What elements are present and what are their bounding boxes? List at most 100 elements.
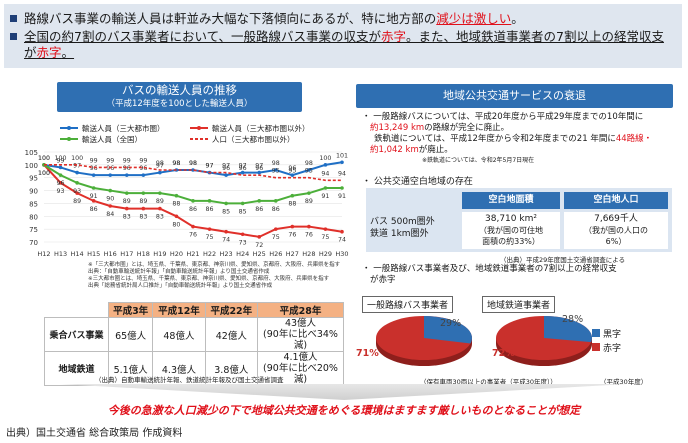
data-point <box>273 227 278 231</box>
data-label: 98 <box>172 160 180 167</box>
deficit-pie-charts <box>376 316 592 366</box>
data-label: 89 <box>73 198 81 205</box>
x-tick-label: H28 <box>302 250 315 258</box>
data-point <box>124 173 129 177</box>
pie-note-2: （平成30年度） <box>600 378 648 386</box>
data-label: 100 <box>38 155 50 162</box>
x-tick-label: H16 <box>104 250 117 258</box>
data-label: 96 <box>222 165 230 172</box>
data-point <box>340 229 344 234</box>
gap-row-label-rail: 鉄道 1km圏外 <box>370 229 429 239</box>
data-label: 74 <box>222 237 230 244</box>
data-label: 98 <box>305 160 313 167</box>
left-panel-title: バスの輸送人員の推移 （平成12年度を100とした輸送人員） <box>57 82 302 112</box>
x-tick-label: H19 <box>153 250 166 258</box>
data-point <box>75 191 79 195</box>
data-point <box>158 170 162 175</box>
data-label: 100 <box>38 170 50 177</box>
legend-label: 輸送人員（全国） <box>82 134 142 144</box>
pie-slice-blue <box>424 316 472 344</box>
chart-note: ※「三大都市圏」とは、埼玉県、千葉県、東京都、神奈川県、愛知県、京都府、大阪府、… <box>88 262 341 268</box>
bus-decline-text: の路線が完全に廃止。 <box>424 123 510 133</box>
x-tick-label: H20 <box>170 250 183 258</box>
data-label: 94 <box>321 170 329 177</box>
data-label: 91 <box>338 193 346 200</box>
x-tick-label: H14 <box>71 250 84 258</box>
data-point <box>108 173 113 177</box>
data-point <box>257 235 262 239</box>
chart-note: 出典「総務省統計局人口推計」「自動車輸送統計年報」より国土交通省作成 <box>88 283 273 289</box>
data-point <box>273 168 278 172</box>
x-tick-label: H15 <box>87 250 100 258</box>
table-row: 地域鉄道 5.1億人 4.3億人 3.8億人 4.1億人 (90年に比べ20%減… <box>44 351 344 386</box>
data-label: 76 <box>189 232 197 239</box>
data-label: 98 <box>189 160 197 167</box>
data-point <box>91 199 96 203</box>
data-label: 95 <box>305 168 313 175</box>
legend-label: 赤字 <box>603 344 622 354</box>
table-cell: 65億人 <box>107 317 154 352</box>
data-point <box>108 188 113 193</box>
data-point <box>58 173 63 177</box>
gap-pop-value: 7,669千人 <box>594 214 638 224</box>
data-label: 96 <box>255 165 263 172</box>
data-label: 86 <box>189 206 197 213</box>
y-tick-label: 95 <box>29 175 38 183</box>
gap-area-heading-text: 公共交通空白地域の存在 <box>373 177 473 187</box>
table-corner <box>45 303 109 318</box>
table-header: 平成22年 <box>204 302 259 318</box>
table-header: 平成28年 <box>257 302 344 318</box>
data-point <box>307 191 311 195</box>
deficit-text: 一般路線バス事業者及び、地域鉄道事業者の7割以上の経常収支 <box>373 264 617 274</box>
table-cell: 乗合バス事業 <box>44 317 109 352</box>
data-point <box>323 186 328 190</box>
data-label: 96 <box>106 165 114 172</box>
conclusion-text: 今後の急激な人口減少の下で地域公共交通をめぐる環境はますます厳しいものとなること… <box>107 404 581 417</box>
data-label: 76 <box>305 232 313 239</box>
data-label: 96 <box>239 165 247 172</box>
table-cell: 3.8億人 <box>204 351 259 386</box>
bus-decline-text: 一般路線バスについては、平成20年度から平成29年度までの10年間に <box>373 112 644 122</box>
rail-lines-value: 44路線・ <box>615 134 653 144</box>
data-label: 80 <box>172 221 180 228</box>
summary-box: 路線バス事業の輸送人員は軒並み大幅な下落傾向にあるが、特に地方部の減少は激しい。… <box>4 4 682 68</box>
down-arrow-band <box>60 384 628 400</box>
deficit-heading: ・ 一般路線バス事業者及び、地域鉄道事業者の7割以上の経常収支 が赤字 <box>362 264 682 286</box>
gap-table-row-label: バス 500m圏外 鉄道 1km圏外 <box>370 216 458 240</box>
data-label: 84 <box>106 211 114 218</box>
bullet-square-icon <box>10 15 17 22</box>
data-point <box>240 232 245 237</box>
x-tick-label: H17 <box>120 250 133 258</box>
data-label: 98 <box>272 160 280 167</box>
bullet-square-icon <box>10 33 17 40</box>
footer-source: 出典）国土交通省 総合政策局 作成資料 <box>6 428 183 439</box>
table-cell: 地域鉄道 <box>44 351 109 386</box>
summary-highlight: 赤字 <box>380 29 406 44</box>
data-point <box>307 224 311 229</box>
data-point <box>340 160 344 165</box>
legend-marker <box>197 126 201 130</box>
legend-label: 人口（三大都市圏以外） <box>212 134 295 144</box>
data-point <box>58 165 63 170</box>
x-tick-label: H27 <box>286 250 299 258</box>
ridership-table: 平成3年 平成12年 平成22年 平成28年 乗合バス事業 65億人 48億人 … <box>44 302 344 386</box>
pie1-red-pct: 71% <box>356 348 379 359</box>
gap-area-heading: ・ 公共交通空白地域の存在 <box>362 177 473 187</box>
data-label: 89 <box>139 198 147 205</box>
data-point <box>290 224 295 229</box>
legend-swatch <box>592 329 600 337</box>
data-label: 74 <box>338 237 346 244</box>
x-tick-label: H26 <box>269 250 282 258</box>
data-point <box>207 227 212 231</box>
data-label: 76 <box>288 232 296 239</box>
y-tick-label: 70 <box>29 239 38 247</box>
table-cell: 43億人 (90年に比べ34%減) <box>257 317 344 352</box>
pie-legend-item: 黒字 <box>592 328 621 342</box>
data-label: 99 <box>57 157 65 164</box>
data-point <box>257 199 262 203</box>
y-tick-label: 90 <box>29 188 38 196</box>
data-label: 95 <box>272 168 280 175</box>
data-label: 85 <box>222 208 230 215</box>
summary-text: 。また、地域鉄道事業者の7割以上の経常収支 <box>405 29 664 44</box>
data-label: 72 <box>255 242 263 249</box>
